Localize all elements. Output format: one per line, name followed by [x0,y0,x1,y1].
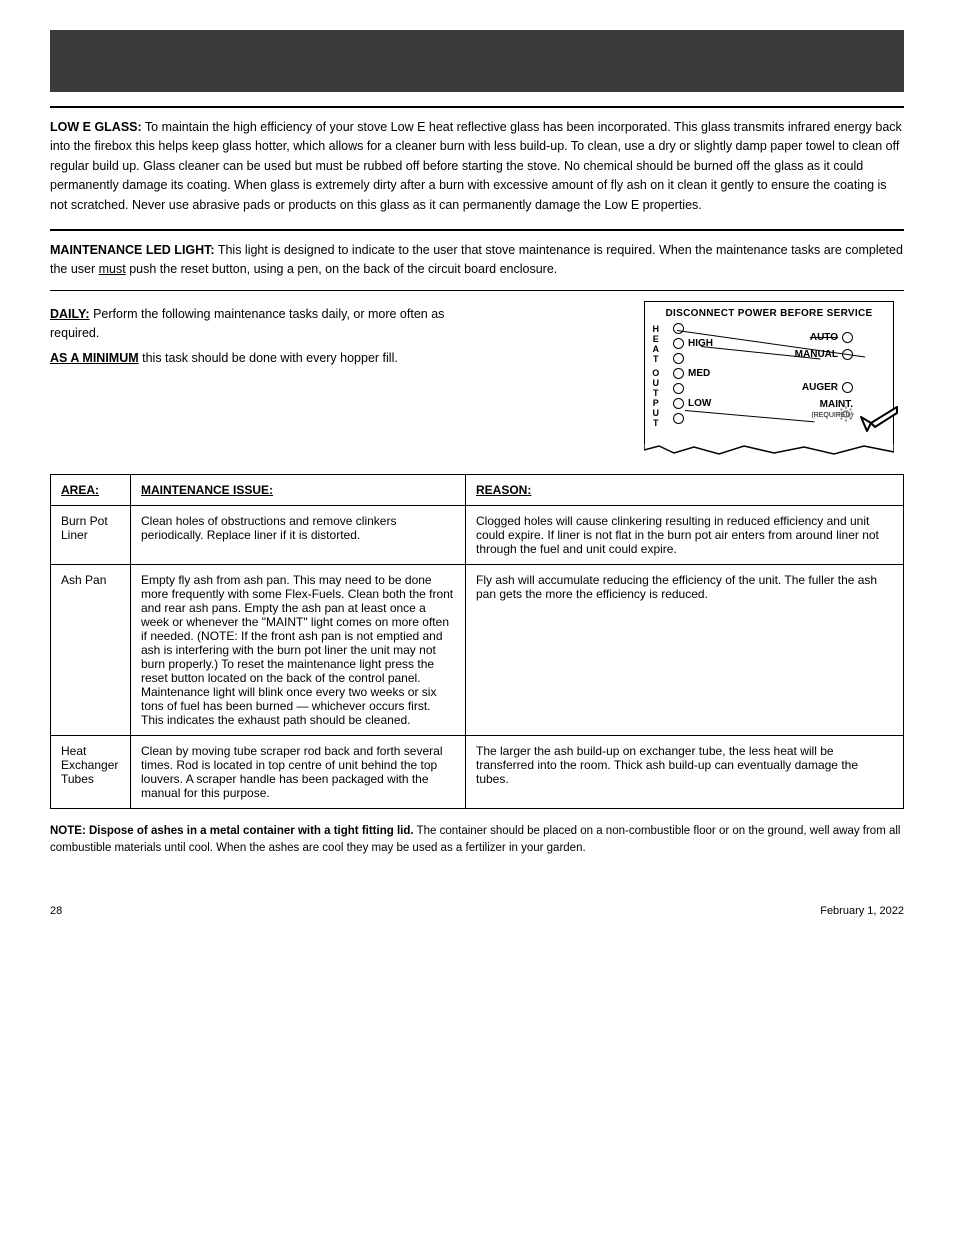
th-reason: REASON: [466,474,904,505]
led-icon [673,353,684,364]
torn-edge [644,444,894,456]
table-row: Heat Exchanger Tubes Clean by moving tub… [51,735,904,808]
table-row: Ash Pan Empty fly ash from ash pan. This… [51,564,904,735]
panel-low: LOW [688,398,711,409]
cell-reason: Clogged holes will cause clinkering resu… [466,505,904,564]
maint-lead: MAINTENANCE LED LIGHT: [50,243,215,257]
maint-text-b: push the reset button, using a pen, on t… [126,262,558,276]
panel-med: MED [688,368,710,379]
low-e-text: To maintain the high efficiency of your … [50,120,902,212]
cell-reason: Fly ash will accumulate reducing the eff… [466,564,904,735]
note-paragraph: NOTE: Dispose of ashes in a metal contai… [50,823,904,858]
cell-area: Ash Pan [51,564,131,735]
page-date: February 1, 2022 [820,905,904,917]
th-area: AREA: [51,474,131,505]
header-banner [50,30,904,92]
maintenance-table: AREA: MAINTENANCE ISSUE: REASON: Burn Po… [50,474,904,809]
panel-heatoutput-label: HEATOUTPUT [651,324,661,428]
led-icon [673,323,684,334]
control-panel-figure: DISCONNECT POWER BEFORE SERVICE HEATOUTP… [644,301,894,444]
panel-auger: AUGER [802,382,838,393]
maint-intro: MAINTENANCE LED LIGHT: This light is des… [50,241,904,280]
low-e-paragraph: LOW E GLASS: To maintain the high effici… [50,118,904,215]
maint-must: must [99,262,126,276]
minimum-label: AS A MINIMUM [50,351,139,365]
daily-text-b: this task should be done with every hopp… [139,351,398,365]
led-icon [673,398,684,409]
daily-text-a: Perform the following maintenance tasks … [50,307,444,340]
table-row: Burn Pot Liner Clean holes of obstructio… [51,505,904,564]
cell-area: Burn Pot Liner [51,505,131,564]
led-icon [842,332,853,343]
page-number: 28 [50,905,62,917]
daily-label: DAILY: [50,307,90,321]
led-icon [673,383,684,394]
low-e-lead: LOW E GLASS: [50,120,142,134]
cell-area: Heat Exchanger Tubes [51,735,131,808]
cell-issue: Empty fly ash from ash pan. This may nee… [131,564,466,735]
arrow-icon [857,403,901,436]
led-icon [842,382,853,393]
cell-issue: Clean by moving tube scraper rod back an… [131,735,466,808]
th-issue: MAINTENANCE ISSUE: [131,474,466,505]
note-lead: NOTE: Dispose of ashes in a metal contai… [50,825,414,837]
panel-disconnect-label: DISCONNECT POWER BEFORE SERVICE [653,308,885,319]
panel-auto: AUTO [810,332,838,343]
daily-block: DAILY: Perform the following maintenance… [50,301,490,456]
cell-issue: Clean holes of obstructions and remove c… [131,505,466,564]
led-icon [673,368,684,379]
cell-reason: The larger the ash build-up on exchanger… [466,735,904,808]
gear-icon [837,405,855,426]
led-icon [673,413,684,424]
led-icon [673,338,684,349]
